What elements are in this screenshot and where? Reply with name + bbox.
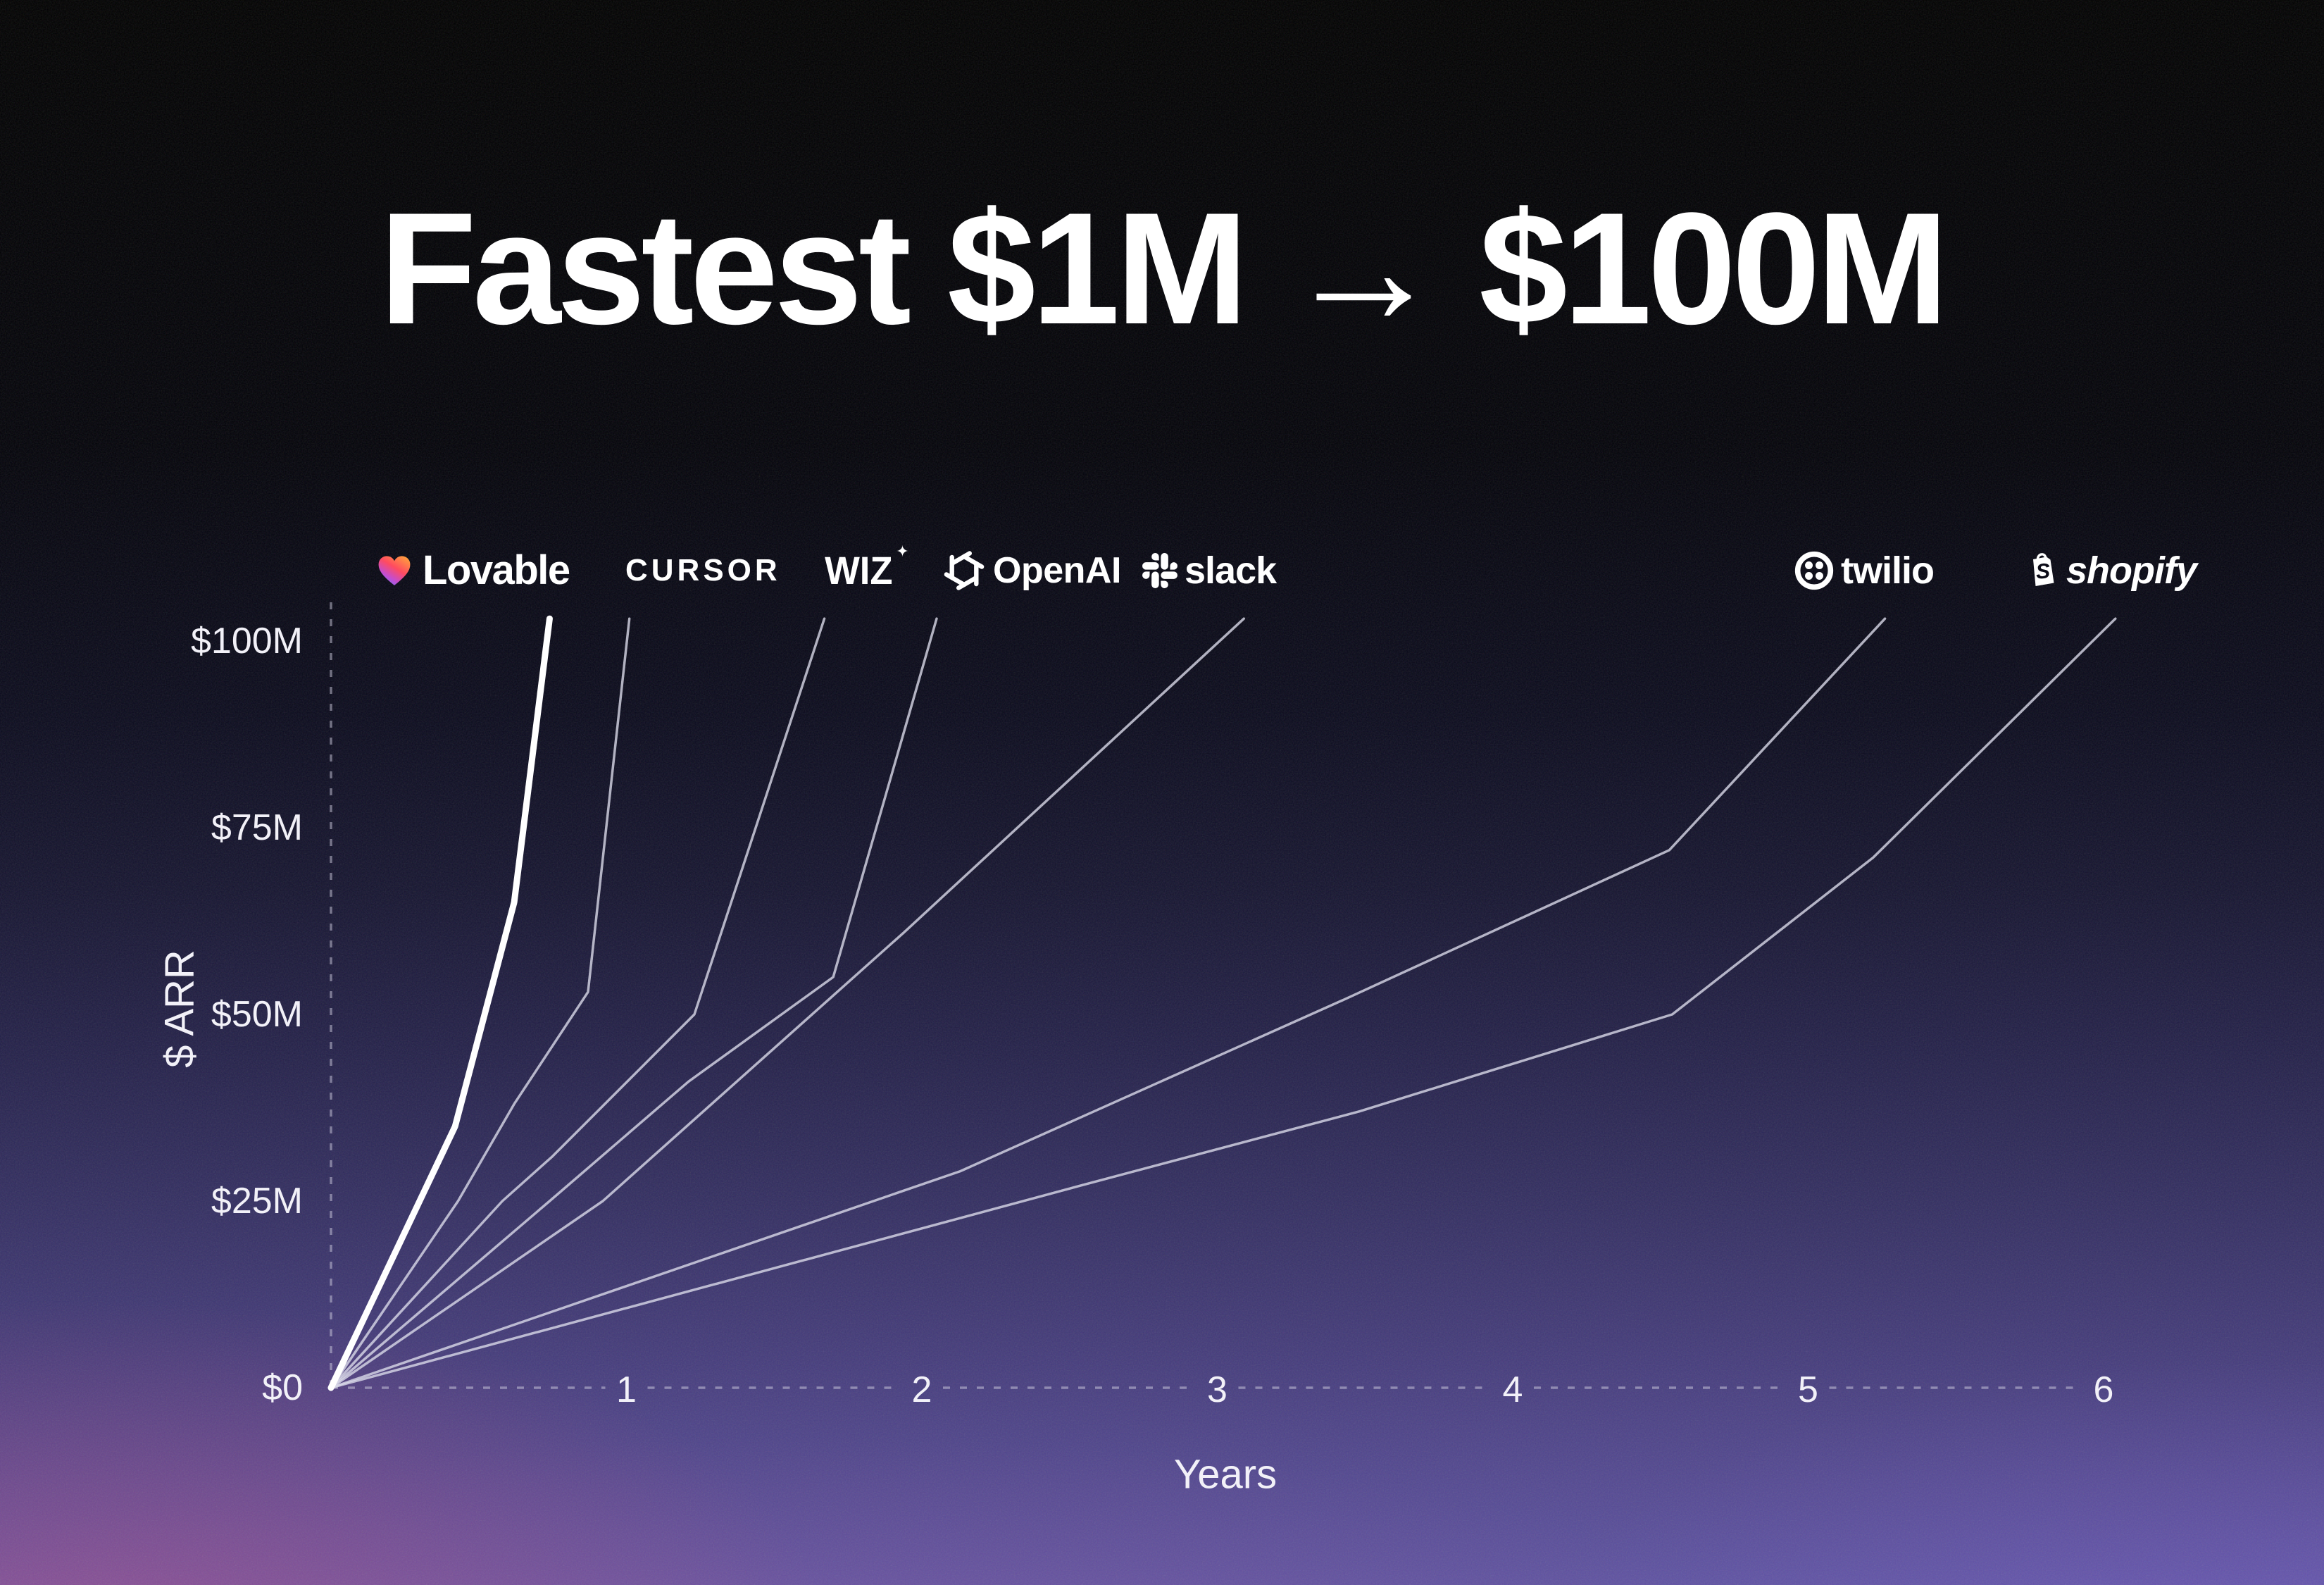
- slack-wordmark: slack: [1185, 549, 1277, 592]
- lovable-heart-icon: [378, 556, 411, 585]
- logo-cursor: CURSOR: [625, 547, 781, 595]
- wiz-wordmark: WIZ: [825, 548, 893, 592]
- shopify-wordmark: shopify: [2066, 549, 2197, 592]
- logo-lovable: Lovable: [377, 547, 570, 595]
- logo-wiz: WIZ ✦: [823, 544, 909, 595]
- shopify-bag-icon: S: [2027, 549, 2059, 592]
- cursor-wordmark: CURSOR: [625, 553, 781, 588]
- openai-wordmark: OpenAI: [993, 550, 1121, 591]
- logo-slack: slack: [1142, 547, 1277, 595]
- openai-icon: [944, 551, 985, 590]
- logo-openai: OpenAI: [942, 547, 1121, 595]
- slack-icon: [1142, 553, 1177, 588]
- lovable-wordmark: Lovable: [423, 547, 570, 593]
- twilio-icon: [1794, 551, 1834, 590]
- shopify-s-glyph: S: [2035, 559, 2051, 585]
- wiz-star-icon: ✦: [896, 542, 909, 560]
- twilio-wordmark: twilio: [1841, 549, 1935, 592]
- logo-shopify: S shopify: [2027, 547, 2197, 595]
- logo-twilio: twilio: [1794, 547, 1935, 595]
